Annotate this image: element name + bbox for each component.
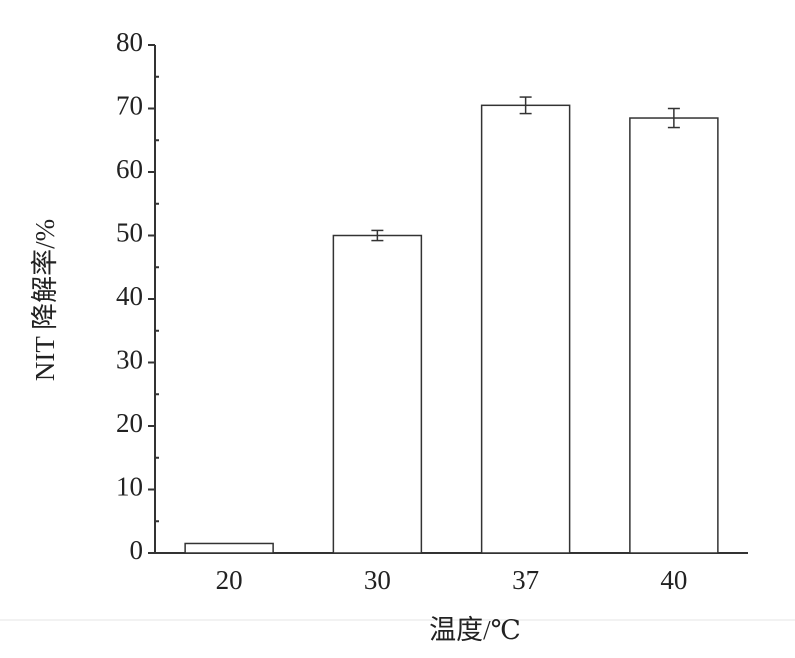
y-tick-label: 80	[116, 27, 143, 57]
y-tick-label: 40	[116, 281, 143, 311]
y-tick-label: 20	[116, 408, 143, 438]
x-tick-label: 37	[512, 565, 539, 595]
bar	[184, 542, 274, 554]
error-bar	[667, 107, 680, 129]
y-tick-label: 30	[116, 345, 143, 375]
x-tick-label: 40	[660, 565, 687, 595]
x-tick-label: 20	[216, 565, 243, 595]
x-tick-label: 30	[364, 565, 391, 595]
y-tick-label: 50	[116, 218, 143, 248]
x-axis-label: 温度/℃	[429, 615, 521, 645]
error-bar	[371, 229, 384, 242]
y-tick-label: 70	[116, 91, 143, 121]
y-tick-label: 0	[130, 535, 144, 565]
y-tick-label: 10	[116, 472, 143, 502]
bar	[629, 117, 719, 554]
y-axis-label: NIT 降解率/%	[30, 219, 60, 381]
y-tick-label: 60	[116, 154, 143, 184]
error-bar	[519, 96, 532, 115]
bar	[480, 104, 571, 554]
bar	[332, 234, 423, 554]
